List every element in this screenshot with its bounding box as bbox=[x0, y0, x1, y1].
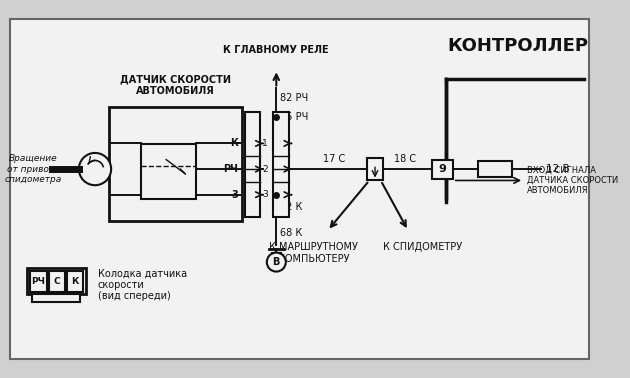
Bar bbox=[30, 271, 47, 291]
Text: К МАРШРУТНОМУ
КОМПЬЮТЕРУ: К МАРШРУТНОМУ КОМПЬЮТЕРУ bbox=[269, 242, 358, 264]
Circle shape bbox=[267, 253, 286, 271]
Text: ДАТЧИК СКОРОСТИ
АВТОМОБИЛЯ: ДАТЧИК СКОРОСТИ АВТОМОБИЛЯ bbox=[120, 74, 231, 96]
Text: 3: 3 bbox=[262, 190, 268, 199]
Text: РЧ: РЧ bbox=[32, 277, 45, 285]
Text: Вращение
от привода
спидометра: Вращение от привода спидометра bbox=[4, 154, 62, 184]
Text: К ГЛАВНОМУ РЕЛЕ: К ГЛАВНОМУ РЕЛЕ bbox=[224, 45, 329, 55]
Text: 82 РЧ: 82 РЧ bbox=[280, 93, 308, 103]
Text: РЧ: РЧ bbox=[224, 164, 238, 174]
Text: С: С bbox=[54, 277, 60, 285]
Text: B: B bbox=[273, 257, 280, 267]
Text: 9: 9 bbox=[438, 164, 446, 174]
Bar bbox=[478, 161, 512, 177]
Text: 68 К: 68 К bbox=[280, 228, 302, 238]
Bar bbox=[67, 271, 83, 291]
Bar bbox=[432, 160, 453, 178]
Text: К: К bbox=[71, 277, 78, 285]
Text: К: К bbox=[231, 138, 238, 149]
Bar bbox=[109, 107, 242, 221]
Text: 18 С: 18 С bbox=[394, 154, 416, 164]
Bar bbox=[367, 158, 382, 180]
Text: 17 С: 17 С bbox=[323, 154, 345, 164]
Text: 12 К: 12 К bbox=[280, 202, 302, 212]
Bar bbox=[140, 144, 196, 200]
Bar bbox=[32, 294, 80, 302]
Text: КОНТРОЛЛЕР: КОНТРОЛЛЕР bbox=[447, 37, 588, 55]
Circle shape bbox=[79, 153, 111, 185]
Bar bbox=[26, 268, 86, 294]
Text: ВХОД СИГНАЛА
ДАТЧИКА СКОРОСТИ
АВТОМОБИЛЯ: ВХОД СИГНАЛА ДАТЧИКА СКОРОСТИ АВТОМОБИЛЯ bbox=[527, 166, 618, 195]
Text: 3: 3 bbox=[232, 190, 238, 200]
Text: 1: 1 bbox=[262, 139, 268, 148]
Bar bbox=[245, 112, 260, 217]
Text: 12 В: 12 В bbox=[546, 164, 570, 174]
Bar bbox=[49, 271, 65, 291]
Text: Колодка датчика
скорости
(вид спереди): Колодка датчика скорости (вид спереди) bbox=[98, 268, 187, 302]
Text: К СПИДОМЕТРУ: К СПИДОМЕТРУ bbox=[383, 242, 462, 252]
Bar bbox=[273, 112, 289, 217]
Text: 55 РЧ: 55 РЧ bbox=[280, 112, 309, 122]
Text: 2: 2 bbox=[262, 164, 268, 174]
